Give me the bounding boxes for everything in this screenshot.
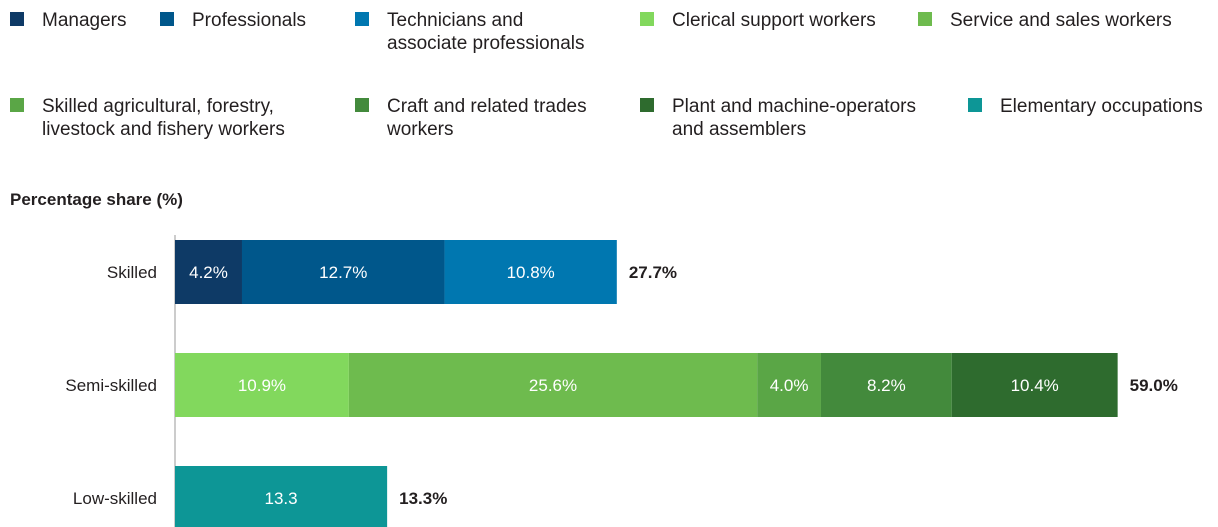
legend-label: Craft and related trades workers <box>387 96 587 140</box>
legend-swatch <box>918 12 932 26</box>
bar-segment <box>444 240 617 304</box>
legend-label: Service and sales workers <box>950 10 1172 31</box>
legend-swatch <box>968 98 982 112</box>
legend-swatch <box>10 98 24 112</box>
data-label: 12.7% <box>319 263 367 282</box>
legend-label: Managers <box>42 10 127 31</box>
data-label: 8.2% <box>867 376 906 395</box>
total-label: 59.0% <box>1130 376 1178 395</box>
legend-swatch <box>640 98 654 112</box>
stacked-bar-chart: Skilled 4.2% 12.7% 10.8% 27.7% Semi-skilled 10… <box>65 235 1178 527</box>
bar-segment <box>348 353 758 417</box>
total-label: 27.7% <box>629 263 677 282</box>
category-label: Low-skilled <box>73 489 157 508</box>
category-label: Skilled <box>107 263 157 282</box>
y-axis-title: Percentage share (%) <box>10 190 183 209</box>
legend-swatch <box>10 12 24 26</box>
bar-segment <box>175 466 388 527</box>
bar-segment <box>951 353 1118 417</box>
data-label: 10.9% <box>238 376 286 395</box>
data-label: 10.4% <box>1011 376 1059 395</box>
bar-segment <box>175 353 349 417</box>
category-label: Semi-skilled <box>65 376 157 395</box>
bar-segment <box>175 240 242 304</box>
legend-label: Skilled agricultural, forestry, livestoc… <box>42 96 285 140</box>
total-label: 13.3% <box>399 489 447 508</box>
legend: Managers Professionals Technicians and ass… <box>0 0 1218 160</box>
bar-segment <box>820 353 952 417</box>
legend-swatch <box>640 12 654 26</box>
legend-swatch <box>355 12 369 26</box>
legend-label: Plant and machine-operators and assemble… <box>672 96 916 140</box>
legend-label: Elementary occupations <box>1000 96 1203 117</box>
legend-label: Clerical support workers <box>672 10 876 31</box>
data-label: 10.8% <box>507 263 555 282</box>
data-label: 25.6% <box>529 376 577 395</box>
legend-swatch <box>355 98 369 112</box>
legend-label: Professionals <box>192 10 307 31</box>
legend-swatch <box>160 12 174 26</box>
legend-label: Technicians and associate professionals <box>387 10 585 54</box>
data-label: 4.0% <box>770 376 809 395</box>
data-label: 4.2% <box>189 263 228 282</box>
bar-segment <box>241 240 445 304</box>
data-label: 13.3 <box>265 489 298 508</box>
bar-segment <box>757 353 821 417</box>
